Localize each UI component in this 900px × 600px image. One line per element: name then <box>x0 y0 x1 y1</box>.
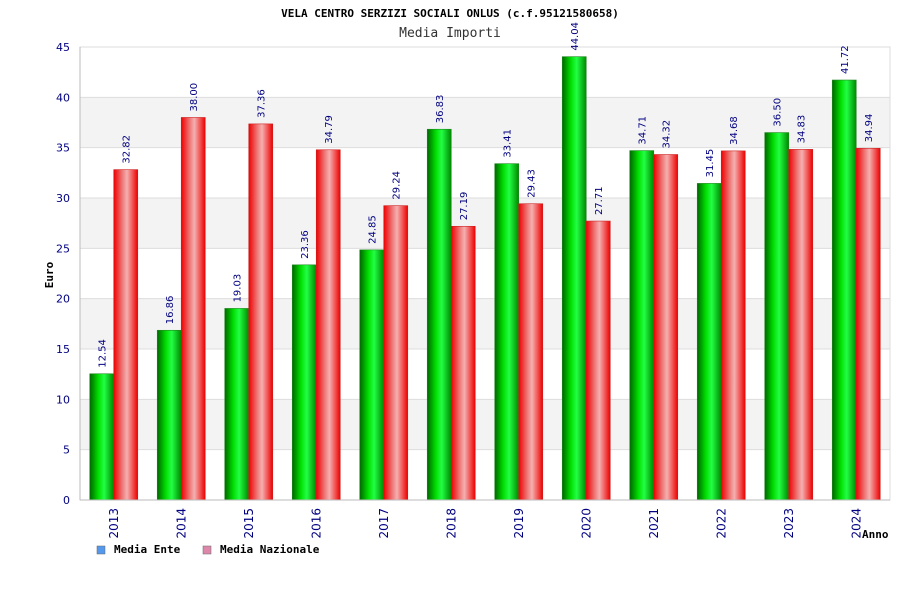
bar-value-label: 34.83 <box>797 115 808 144</box>
bar-value-label: 27.19 <box>459 192 470 221</box>
x-tick-label: 2020 <box>579 508 593 539</box>
chart-title: VELA CENTRO SERZIZI SOCIALI ONLUS (c.f.9… <box>281 7 619 20</box>
y-tick-label: 20 <box>56 293 70 306</box>
bar-value-label: 38.00 <box>189 83 200 112</box>
bar-media-ente-2013 <box>89 373 115 501</box>
y-axis-label: Euro <box>43 261 56 288</box>
bar-media-ente-2015 <box>224 308 250 501</box>
x-tick-label: 2018 <box>444 508 458 539</box>
bar-media-nazionale-2013 <box>113 169 139 501</box>
bar-media-ente-2016 <box>291 264 317 501</box>
x-tick-label: 2015 <box>242 508 256 539</box>
bar-media-ente-2014 <box>156 329 182 501</box>
x-axis-ticks: 2013 2014 2015 2016 2017 2018 2019 2020 2021 2022… <box>107 508 864 539</box>
legend-label: Media Ente <box>114 543 181 556</box>
chart-subtitle: Media Importi <box>399 26 501 41</box>
bar-media-nazionale-2018 <box>450 225 476 501</box>
bar-value-label: 27.71 <box>594 186 605 215</box>
bar-media-nazionale-2014 <box>180 117 206 501</box>
y-tick-label: 0 <box>63 494 70 507</box>
legend-swatch-media-ente <box>96 545 106 555</box>
bar-value-label: 34.32 <box>662 120 673 149</box>
bar-media-nazionale-2024 <box>855 147 881 501</box>
bar-media-ente-2022 <box>696 183 722 501</box>
y-tick-label: 5 <box>63 444 70 457</box>
bar-media-nazionale-2020 <box>585 220 611 501</box>
x-axis-label: Anno <box>862 528 889 541</box>
bar-value-label: 12.54 <box>98 339 109 368</box>
plot-band <box>80 97 890 148</box>
x-tick-label: 2013 <box>107 508 121 539</box>
bar-value-label: 19.03 <box>233 274 244 303</box>
bar-media-nazionale-2016 <box>315 149 341 501</box>
y-axis-ticks: 0 5 10 15 20 25 30 35 40 45 <box>56 41 70 507</box>
bar-value-label: 23.36 <box>300 230 311 259</box>
plot-band <box>80 198 890 249</box>
bar-value-label: 44.04 <box>570 22 581 51</box>
bar-media-nazionale-2015 <box>248 123 274 501</box>
bar-media-nazionale-2021 <box>653 154 679 501</box>
x-tick-label: 2022 <box>714 508 728 539</box>
plot-band <box>80 298 890 349</box>
bar-value-label: 32.82 <box>122 135 133 164</box>
legend-swatch-media-nazionale <box>202 545 212 555</box>
bar-value-label: 36.50 <box>773 98 784 127</box>
bar-value-label: 41.72 <box>840 45 851 74</box>
x-tick-label: 2019 <box>512 508 526 539</box>
bar-value-label: 16.86 <box>165 296 176 325</box>
y-tick-label: 15 <box>56 343 70 356</box>
bar-value-label: 29.43 <box>527 169 538 198</box>
bar-value-label: 34.79 <box>324 115 335 144</box>
bar-media-ente-2021 <box>629 150 655 501</box>
bar-value-label: 24.85 <box>368 215 379 244</box>
bar-value-label: 37.36 <box>257 89 268 118</box>
y-tick-label: 40 <box>56 91 70 104</box>
plot-background <box>80 47 890 500</box>
x-tick-label: 2014 <box>174 508 188 539</box>
y-tick-label: 45 <box>56 41 70 54</box>
bar-media-nazionale-2017 <box>383 205 409 501</box>
bar-media-ente-2023 <box>764 132 790 501</box>
y-tick-label: 25 <box>56 242 70 255</box>
bar-media-ente-2024 <box>831 79 857 501</box>
plot-band <box>80 399 890 450</box>
bars <box>89 56 881 501</box>
bar-media-ente-2020 <box>561 56 587 501</box>
x-tick-label: 2021 <box>647 508 661 539</box>
bar-media-ente-2017 <box>359 249 385 501</box>
legend: Media Ente Media Nazionale <box>96 543 320 556</box>
x-tick-label: 2024 <box>849 508 863 539</box>
bar-media-ente-2018 <box>426 128 452 501</box>
y-tick-label: 30 <box>56 192 70 205</box>
y-tick-label: 10 <box>56 393 70 406</box>
bar-value-label: 34.68 <box>729 116 740 145</box>
bar-media-ente-2019 <box>494 163 520 501</box>
x-tick-label: 2016 <box>309 508 323 539</box>
legend-label: Media Nazionale <box>220 543 320 556</box>
x-tick-label: 2017 <box>377 508 391 539</box>
bar-value-label: 34.94 <box>864 114 875 143</box>
bar-value-label: 36.83 <box>435 95 446 124</box>
bar-value-label: 34.71 <box>638 116 649 145</box>
bar-media-nazionale-2023 <box>788 149 814 501</box>
bar-media-nazionale-2019 <box>518 203 544 501</box>
bar-value-label: 33.41 <box>503 129 514 158</box>
axes <box>79 47 890 501</box>
y-tick-label: 35 <box>56 142 70 155</box>
x-tick-label: 2023 <box>782 508 796 539</box>
bar-value-label: 31.45 <box>705 149 716 178</box>
bar-media-nazionale-2022 <box>720 150 746 501</box>
bar-value-labels: 12.54 32.82 16.86 38.00 19.03 37.36 23.36 34.79… <box>98 22 876 368</box>
bar-value-label: 29.24 <box>392 171 403 200</box>
